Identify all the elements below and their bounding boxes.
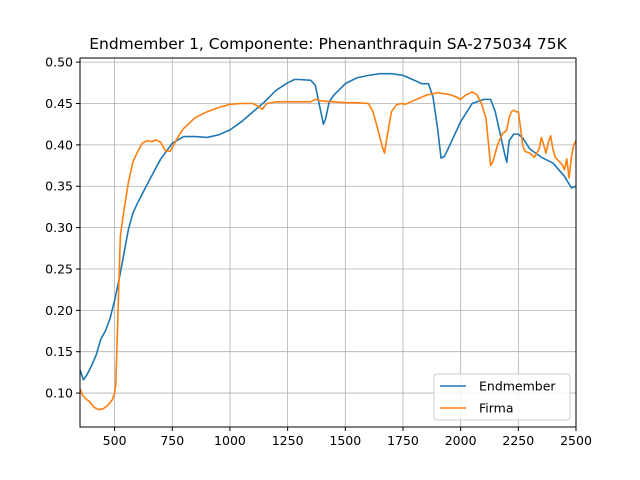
legend-label-firma: Firma xyxy=(479,401,514,416)
x-tick-label: 2500 xyxy=(560,433,592,448)
x-tick-label: 750 xyxy=(160,433,184,448)
x-tick-label: 1250 xyxy=(272,433,304,448)
series-line-firma xyxy=(80,91,576,411)
plot-frame xyxy=(79,57,577,428)
legend-label-endmember: Endmember xyxy=(479,379,556,394)
y-tick-label: 0.10 xyxy=(45,386,73,401)
x-tick-label: 1000 xyxy=(214,433,246,448)
chart-title: Endmember 1, Componente: Phenanthraquin … xyxy=(89,35,567,53)
x-tick-label: 1500 xyxy=(329,433,361,448)
legend: Endmember Firma xyxy=(433,373,571,421)
y-tick-label: 0.30 xyxy=(45,220,73,235)
series-line-endmember xyxy=(80,72,576,381)
y-tick-label: 0.25 xyxy=(45,261,73,276)
y-tick-label: 0.15 xyxy=(45,344,73,359)
y-axis: 0.10 0.15 0.20 0.25 0.30 0.35 0.40 0.45 0.50 xyxy=(45,55,80,401)
x-axis: 500 750 1000 1250 1500 1750 2000 2250 2500 xyxy=(103,427,592,448)
plot-series xyxy=(80,72,576,411)
x-tick-label: 2000 xyxy=(445,433,477,448)
x-tick-label: 2250 xyxy=(502,433,534,448)
y-tick-label: 0.20 xyxy=(45,303,73,318)
grid xyxy=(80,58,577,427)
x-tick-label: 1750 xyxy=(387,433,419,448)
legend-box xyxy=(433,373,571,421)
y-tick-label: 0.45 xyxy=(45,96,73,111)
x-tick-label: 500 xyxy=(103,433,127,448)
y-tick-label: 0.50 xyxy=(45,55,73,70)
y-tick-label: 0.40 xyxy=(45,137,73,152)
y-tick-label: 0.35 xyxy=(45,179,73,194)
